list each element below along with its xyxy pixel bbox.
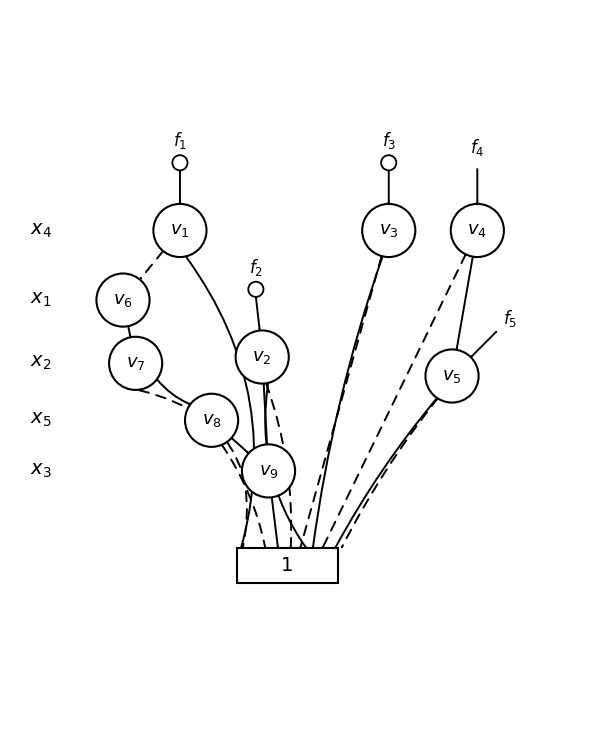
Text: $f_5$: $f_5$ [503,308,517,329]
Text: $v_7$: $v_7$ [126,354,146,372]
FancyBboxPatch shape [237,548,338,584]
FancyArrowPatch shape [457,256,473,348]
Text: $f_3$: $f_3$ [381,130,396,151]
Text: $v_1$: $v_1$ [170,222,189,239]
Circle shape [362,204,415,257]
FancyArrowPatch shape [122,387,247,571]
Circle shape [381,155,396,171]
Text: $v_4$: $v_4$ [467,222,487,239]
Text: $f_2$: $f_2$ [249,257,263,278]
Circle shape [172,155,188,171]
FancyArrowPatch shape [266,384,291,547]
Circle shape [153,204,207,257]
FancyArrowPatch shape [301,256,381,547]
FancyArrowPatch shape [336,398,437,547]
Circle shape [242,444,295,498]
Text: $x_1$: $x_1$ [30,291,52,309]
FancyArrowPatch shape [256,297,260,329]
FancyArrowPatch shape [187,257,254,562]
Text: $f_4$: $f_4$ [470,137,485,158]
Circle shape [425,350,479,402]
Text: $v_6$: $v_6$ [113,291,133,309]
Circle shape [185,394,238,447]
Circle shape [248,282,264,297]
Text: $x_4$: $x_4$ [30,221,52,240]
FancyArrowPatch shape [232,438,248,453]
Circle shape [451,204,504,257]
FancyArrowPatch shape [264,384,267,443]
FancyArrowPatch shape [342,399,438,547]
Circle shape [236,330,289,384]
FancyArrowPatch shape [157,379,189,404]
Text: $f_1$: $f_1$ [173,130,187,151]
FancyArrowPatch shape [323,254,466,547]
Text: $v_2$: $v_2$ [252,348,272,366]
Circle shape [109,337,162,390]
Text: $x_2$: $x_2$ [30,354,52,372]
Text: $x_3$: $x_3$ [30,462,52,480]
Text: $v_9$: $v_9$ [258,462,279,480]
FancyArrowPatch shape [141,251,163,278]
Circle shape [96,274,150,326]
Text: 1: 1 [282,556,293,575]
FancyArrowPatch shape [128,326,130,336]
FancyArrowPatch shape [313,256,383,547]
FancyArrowPatch shape [265,383,306,547]
FancyArrowPatch shape [222,444,266,547]
FancyArrowPatch shape [472,332,497,356]
Text: $v_8$: $v_8$ [201,411,222,429]
FancyArrowPatch shape [272,497,278,547]
Text: $x_5$: $x_5$ [30,411,52,429]
Text: $v_3$: $v_3$ [379,222,399,239]
Text: $v_5$: $v_5$ [442,367,462,385]
